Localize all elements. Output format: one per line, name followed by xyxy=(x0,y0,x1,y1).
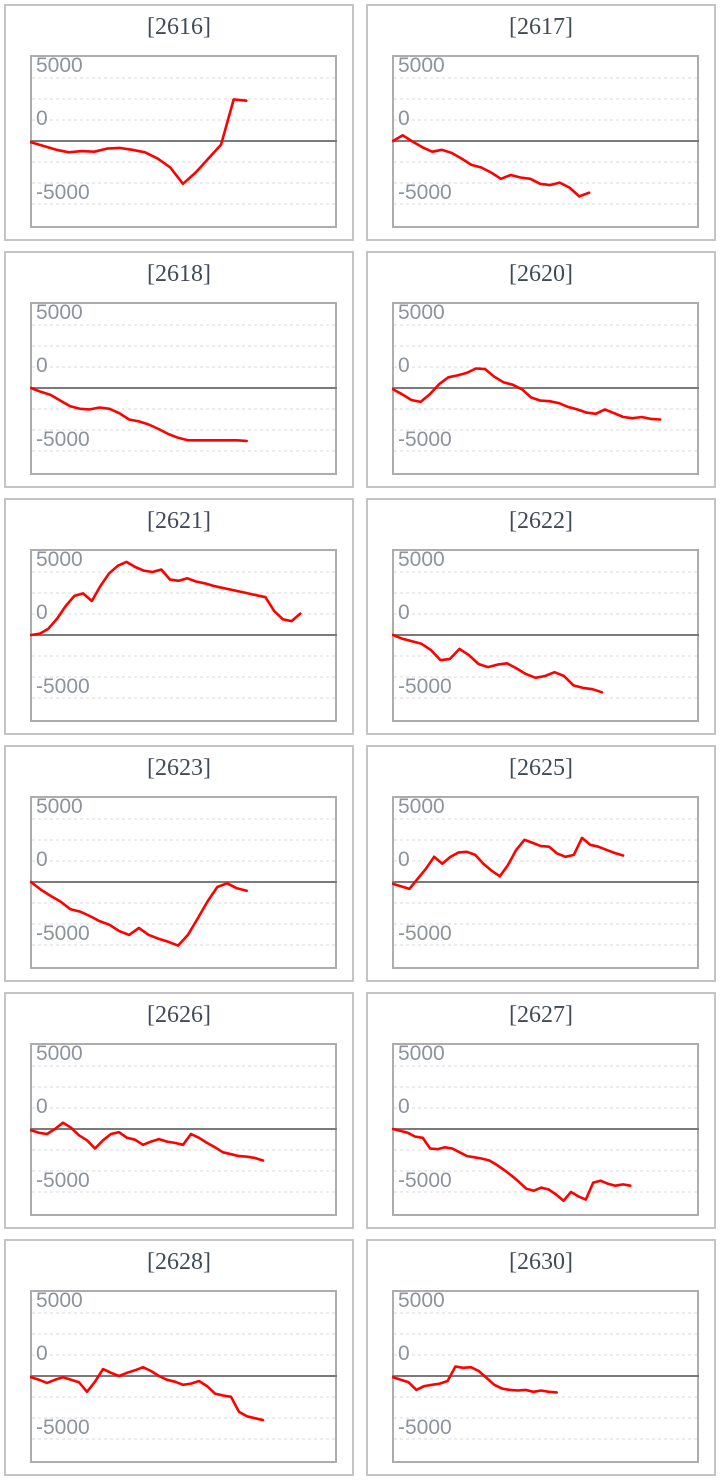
chart-card-2620: [2620] 5000 0 -5000 xyxy=(366,251,716,488)
y-axis-label-neg5000: -5000 xyxy=(36,922,90,945)
chart-card-2630: [2630] 5000 0 -5000 xyxy=(366,1239,716,1476)
series-line xyxy=(392,367,662,421)
series-line xyxy=(30,1121,265,1162)
y-axis-label-0: 0 xyxy=(398,354,410,377)
chart-card-2616: [2616] 5000 0 -5000 xyxy=(4,4,354,241)
y-axis-label-0: 0 xyxy=(36,1342,48,1365)
chart-title: [2618] xyxy=(147,261,211,287)
chart-title: [2623] xyxy=(147,755,211,781)
chart-canvas xyxy=(392,302,699,475)
series-line xyxy=(392,633,604,694)
chart-title: [2622] xyxy=(509,508,573,534)
y-axis-label-neg5000: -5000 xyxy=(36,675,90,698)
chart-canvas xyxy=(392,549,699,722)
chart-card-2628: [2628] 5000 0 -5000 xyxy=(4,1239,354,1476)
y-axis-label-5000: 5000 xyxy=(398,548,445,571)
plot-area: 5000 0 -5000 xyxy=(30,1290,337,1463)
y-axis-label-5000: 5000 xyxy=(36,1289,83,1312)
chart-canvas xyxy=(30,1043,337,1216)
series-line xyxy=(392,836,625,891)
y-axis-label-0: 0 xyxy=(398,107,410,130)
plot-area: 5000 0 -5000 xyxy=(30,302,337,475)
y-axis-label-0: 0 xyxy=(36,848,48,871)
chart-title: [2620] xyxy=(509,261,573,287)
plot-area: 5000 0 -5000 xyxy=(30,55,337,228)
y-axis-label-0: 0 xyxy=(398,848,410,871)
chart-canvas xyxy=(392,1290,699,1463)
y-axis-label-5000: 5000 xyxy=(36,301,83,324)
chart-canvas xyxy=(30,549,337,722)
chart-card-2617: [2617] 5000 0 -5000 xyxy=(366,4,716,241)
y-axis-label-neg5000: -5000 xyxy=(36,181,90,204)
chart-card-2618: [2618] 5000 0 -5000 xyxy=(4,251,354,488)
y-axis-label-neg5000: -5000 xyxy=(398,181,452,204)
y-axis-label-5000: 5000 xyxy=(398,54,445,77)
plot-area: 5000 0 -5000 xyxy=(392,1290,699,1463)
chart-title: [2625] xyxy=(509,755,573,781)
series-line xyxy=(392,1365,558,1394)
y-axis-label-neg5000: -5000 xyxy=(398,1169,452,1192)
plot-area: 5000 0 -5000 xyxy=(30,1043,337,1216)
chart-canvas xyxy=(30,302,337,475)
chart-title: [2627] xyxy=(509,1002,573,1028)
chart-title: [2628] xyxy=(147,1249,211,1275)
series-line xyxy=(30,1365,265,1422)
y-axis-label-5000: 5000 xyxy=(36,1042,83,1065)
plot-area: 5000 0 -5000 xyxy=(392,1043,699,1216)
chart-title: [2621] xyxy=(147,508,211,534)
y-axis-label-5000: 5000 xyxy=(398,1289,445,1312)
series-line xyxy=(30,386,248,443)
plot-area: 5000 0 -5000 xyxy=(30,549,337,722)
series-line xyxy=(30,560,302,637)
y-axis-label-neg5000: -5000 xyxy=(398,428,452,451)
chart-title: [2626] xyxy=(147,1002,211,1028)
chart-title: [2617] xyxy=(509,14,573,40)
y-axis-label-5000: 5000 xyxy=(398,301,445,324)
series-line xyxy=(30,880,248,947)
y-axis-label-neg5000: -5000 xyxy=(36,428,90,451)
plot-area: 5000 0 -5000 xyxy=(392,796,699,969)
chart-card-2622: [2622] 5000 0 -5000 xyxy=(366,498,716,735)
y-axis-label-neg5000: -5000 xyxy=(398,922,452,945)
chart-canvas xyxy=(392,796,699,969)
series-line xyxy=(392,1127,632,1203)
chart-canvas xyxy=(30,796,337,969)
chart-canvas xyxy=(392,1043,699,1216)
y-axis-label-5000: 5000 xyxy=(398,795,445,818)
series-line xyxy=(392,134,591,198)
series-line xyxy=(30,98,248,186)
y-axis-label-5000: 5000 xyxy=(36,795,83,818)
chart-canvas xyxy=(392,55,699,228)
y-axis-label-neg5000: -5000 xyxy=(398,675,452,698)
chart-card-2623: [2623] 5000 0 -5000 xyxy=(4,745,354,982)
chart-title: [2616] xyxy=(147,14,211,40)
plot-area: 5000 0 -5000 xyxy=(392,55,699,228)
chart-card-2626: [2626] 5000 0 -5000 xyxy=(4,992,354,1229)
chart-card-2627: [2627] 5000 0 -5000 xyxy=(366,992,716,1229)
chart-canvas xyxy=(30,55,337,228)
chart-card-2621: [2621] 5000 0 -5000 xyxy=(4,498,354,735)
y-axis-label-0: 0 xyxy=(36,354,48,377)
y-axis-label-5000: 5000 xyxy=(36,548,83,571)
y-axis-label-neg5000: -5000 xyxy=(398,1416,452,1439)
y-axis-label-5000: 5000 xyxy=(36,54,83,77)
chart-canvas xyxy=(30,1290,337,1463)
y-axis-label-5000: 5000 xyxy=(398,1042,445,1065)
plot-area: 5000 0 -5000 xyxy=(392,302,699,475)
y-axis-label-0: 0 xyxy=(36,601,48,624)
chart-title: [2630] xyxy=(509,1249,573,1275)
y-axis-label-0: 0 xyxy=(36,1095,48,1118)
y-axis-label-0: 0 xyxy=(36,107,48,130)
y-axis-label-neg5000: -5000 xyxy=(36,1416,90,1439)
y-axis-label-neg5000: -5000 xyxy=(36,1169,90,1192)
plot-area: 5000 0 -5000 xyxy=(392,549,699,722)
plot-area: 5000 0 -5000 xyxy=(30,796,337,969)
y-axis-label-0: 0 xyxy=(398,601,410,624)
chart-card-2625: [2625] 5000 0 -5000 xyxy=(366,745,716,982)
y-axis-label-0: 0 xyxy=(398,1095,410,1118)
y-axis-label-0: 0 xyxy=(398,1342,410,1365)
